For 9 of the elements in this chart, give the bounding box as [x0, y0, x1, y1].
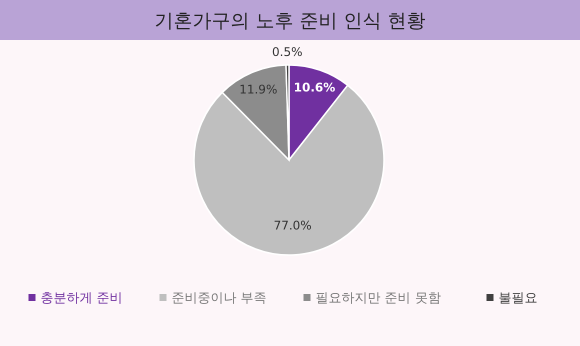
chart-title: 기혼가구의 노후 준비 인식 현황	[154, 10, 426, 32]
legend-label: 불필요	[498, 291, 538, 306]
data-label: 10.6%	[294, 80, 336, 94]
data-label: 77.0%	[274, 218, 312, 232]
legend-label: 충분하게 준비	[40, 291, 123, 306]
legend-label: 필요하지만 준비 못함	[316, 291, 441, 306]
data-label: 11.9%	[239, 82, 278, 96]
data-label: 0.5%	[272, 45, 303, 60]
legend-label: 준비중이나 부족	[172, 291, 267, 306]
